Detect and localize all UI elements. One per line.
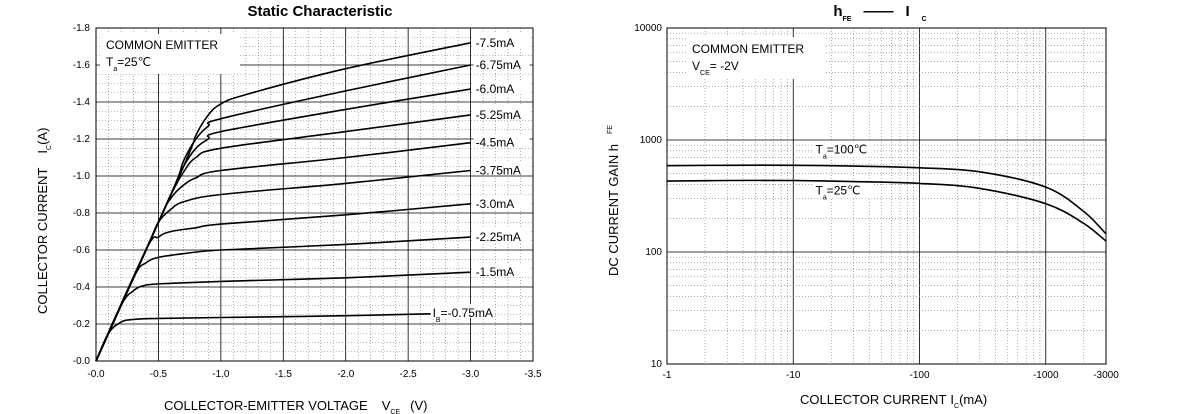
right-x-tick-label: -10 [786,370,801,381]
left-y-tick-label: -0.0 [73,356,91,367]
right-y-tick-label: 10000 [634,23,662,34]
left-y-tick-label: -1.8 [73,23,91,34]
right-grid [667,28,1106,364]
left-series-label-bg [473,194,530,209]
right-series [666,164,1107,242]
static-characteristic-chart: Static Characteristic -0.0 -0.5 -1.0 -1.5 -2… [35,3,542,414]
left-annotation-line1: COMMON EMITTER [106,38,218,52]
right-chart-title: hFE —— I C [833,3,926,23]
right-tick-labels: -1 -10 -100 -1000 -3000 10 100 1000 10000 [634,23,1119,381]
left-series-label-bg [473,56,530,70]
left-series-label: -4.5mA [476,136,515,150]
right-x-tick-label: -100 [909,370,929,381]
right-annotation-line1: COMMON EMITTER [692,42,804,56]
left-series-label-bg [473,133,530,148]
left-x-tick-label: -0.0 [87,369,105,380]
right-y-tick-label: 1000 [640,135,663,146]
left-annotation-box [100,34,240,74]
left-y-tick-label: -0.6 [73,245,91,256]
left-series-label: -7.5mA [476,36,515,50]
right-x-axis-label: COLLECTOR CURRENT IC(mA) [800,392,987,410]
left-y-tick-label: -1.2 [73,134,91,145]
left-series-label: -3.75mA [476,163,521,177]
left-series-label: -3.0mA [476,197,515,211]
left-series-label-bg [473,33,530,48]
left-series-label-bg [473,263,530,278]
left-tick-labels: -0.0 -0.5 -1.0 -1.5 -2.0 -2.5 -3.0 -3.5 -0.0 -0.2… [73,23,542,380]
left-y-tick-label: -0.4 [73,282,91,293]
left-series-label: IB=-0.75mA [433,306,493,324]
right-annotation-box [686,37,826,79]
right-y-axis-label: DC CURRENT GAIN hFE [606,125,621,276]
left-y-tick-label: -0.8 [73,208,91,219]
left-x-tick-label: -1.0 [212,369,230,380]
left-series-label-bg [473,228,530,243]
right-series-labels: Ta=100℃ Ta=25℃ [813,142,874,201]
left-x-tick-label: -3.5 [524,369,542,380]
left-series-label: -5.25mA [476,108,521,122]
left-y-tick-label: -1.4 [73,97,91,108]
right-y-tick-label: 10 [651,359,663,370]
left-series [95,42,471,362]
left-x-tick-label: -2.0 [337,369,355,380]
left-series-label: -6.0mA [476,82,515,96]
left-y-tick-label: -0.2 [73,319,91,330]
right-x-tick-label: -1 [663,370,672,381]
right-plot-frame [666,27,1107,365]
left-y-axis-label: COLLECTOR CURRENTIC(A) [35,128,53,314]
right-x-tick-label: -3000 [1093,370,1119,381]
left-series-label: -1.5mA [476,265,515,279]
left-x-tick-label: -2.5 [400,369,418,380]
right-series-line [666,164,1107,235]
left-series-label: -6.75mA [476,58,521,72]
right-series-label-bg [813,183,874,199]
left-chart-title: Static Characteristic [247,3,392,20]
left-y-tick-label: -1.0 [73,171,91,182]
left-series-labels: IB=-0.75mA -1.5mA -2.25mA -3.0mA -3.75mA -4.5… [430,33,530,324]
right-series-label: Ta=25℃ [815,183,860,201]
left-x-tick-label: -0.5 [150,369,168,380]
right-annotation-line2: VCE= -2V [692,59,739,77]
right-series-label: Ta=100℃ [815,142,867,160]
left-plot-frame [95,27,534,362]
left-series-label-bg [473,80,530,95]
left-series-label: -2.25mA [476,230,521,244]
left-series-line [95,312,471,362]
right-x-tick-label: -1000 [1033,370,1059,381]
left-series-label-bg [430,303,493,318]
left-series-label-bg [473,105,530,120]
right-series-line [666,179,1107,242]
hfe-ic-chart: hFE —— I C -1 -10 -100 -1000 -3000 10 100 1000 1000… [606,3,1119,410]
left-x-tick-label: -1.5 [275,369,293,380]
left-x-axis-label: COLLECTOR-EMITTER VOLTAGE VCE (V) [164,398,427,414]
right-series-label-bg [813,142,874,158]
left-y-tick-label: -1.6 [73,60,91,71]
left-x-tick-label: -3.0 [462,369,480,380]
left-series-line [95,42,471,362]
right-y-tick-label: 100 [645,247,662,258]
left-annotation-line2: Ta=25℃ [106,55,151,73]
left-series-label-bg [473,161,530,176]
